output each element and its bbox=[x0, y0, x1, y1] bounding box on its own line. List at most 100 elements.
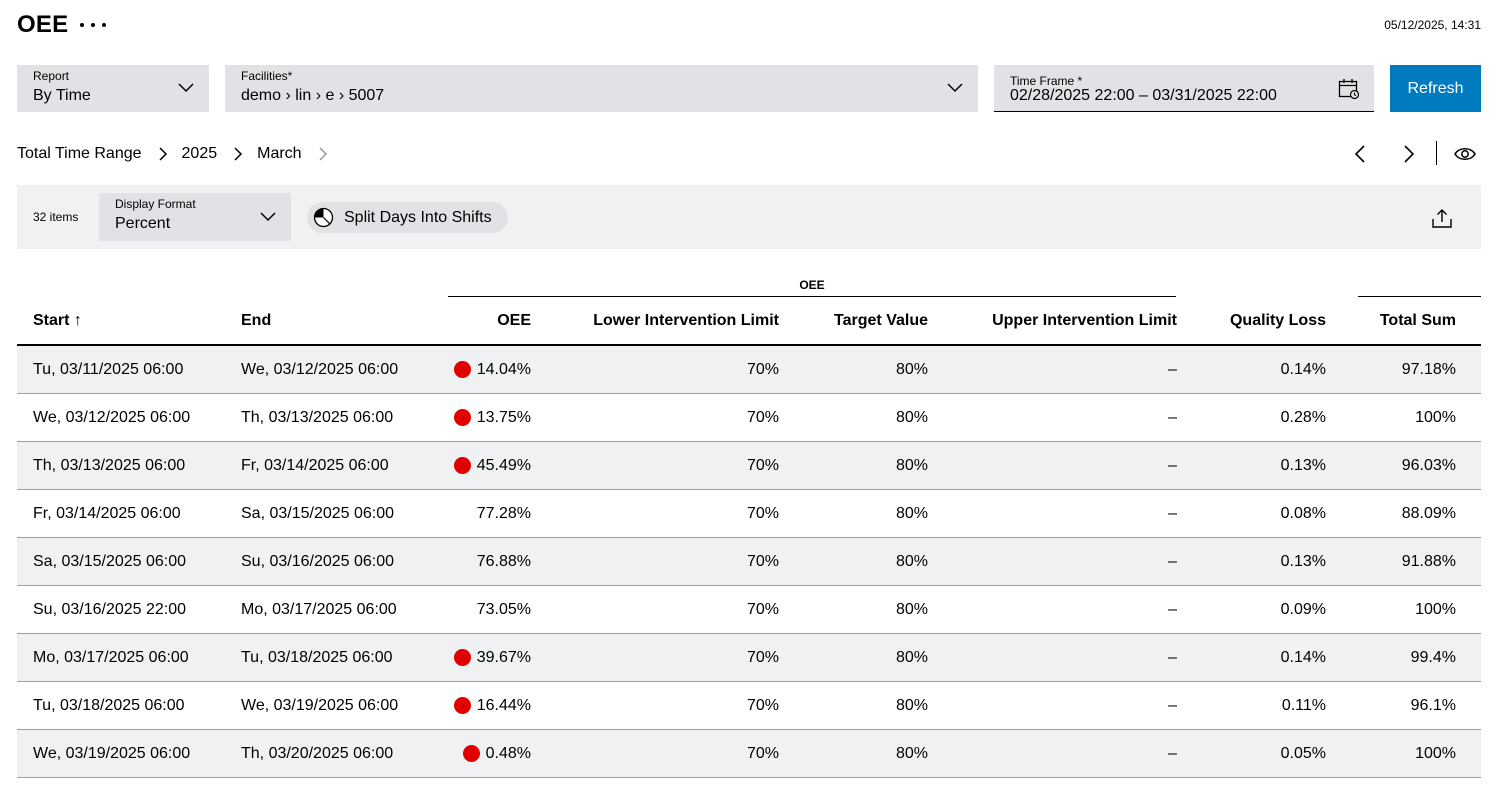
cell-quality-loss: 0.14% bbox=[1280, 649, 1326, 666]
report-label: Report bbox=[33, 69, 70, 83]
alert-indicator-icon bbox=[453, 409, 471, 426]
table-body: Tu, 03/11/2025 06:00 We, 03/12/2025 06:0… bbox=[17, 346, 1481, 778]
column-header-quality-loss[interactable]: Quality Loss bbox=[1229, 312, 1326, 329]
display-format-select[interactable]: Display Format Percent bbox=[99, 193, 291, 241]
cell-upper-limit: – bbox=[1168, 745, 1177, 762]
cell-end: Fr, 03/14/2025 06:00 bbox=[241, 457, 389, 474]
cell-start: Th, 03/13/2025 06:00 bbox=[33, 457, 186, 474]
breadcrumb-item-year[interactable]: 2025 bbox=[181, 145, 218, 162]
chevron-right-icon bbox=[319, 147, 327, 161]
cell-lower-limit: 70% bbox=[746, 457, 779, 474]
cell-quality-loss: 0.13% bbox=[1280, 457, 1326, 474]
chevron-down-icon bbox=[947, 83, 963, 93]
cell-target-value: 80% bbox=[895, 457, 928, 474]
cell-start: Tu, 03/18/2025 06:00 bbox=[33, 697, 185, 714]
facilities-select[interactable]: Facilities* demo › lin › e › 5007 bbox=[225, 65, 978, 112]
items-count: 32 items bbox=[33, 210, 79, 224]
column-header-end[interactable]: End bbox=[241, 312, 272, 329]
oee-group-header: OEE bbox=[799, 278, 825, 292]
cell-upper-limit: – bbox=[1168, 649, 1177, 666]
cell-start: Tu, 03/11/2025 06:00 bbox=[33, 361, 184, 378]
chevron-down-icon bbox=[260, 212, 276, 222]
column-header-target-value[interactable]: Target Value bbox=[834, 312, 928, 329]
report-select[interactable]: Report By Time bbox=[17, 65, 209, 112]
cell-end: Th, 03/13/2025 06:00 bbox=[241, 409, 394, 426]
pie-chart-icon bbox=[313, 207, 334, 228]
cell-quality-loss: 0.14% bbox=[1280, 361, 1326, 378]
cell-start: Fr, 03/14/2025 06:00 bbox=[33, 505, 181, 522]
cell-total-sum: 97.18% bbox=[1401, 361, 1456, 378]
cell-total-sum: 100% bbox=[1415, 745, 1456, 762]
time-frame-label: Time Frame * bbox=[1010, 74, 1083, 88]
table-row[interactable]: Su, 03/16/2025 22:00 Mo, 03/17/2025 06:0… bbox=[17, 586, 1481, 634]
chevron-right-icon bbox=[234, 147, 243, 161]
cell-end: Tu, 03/18/2025 06:00 bbox=[241, 649, 393, 666]
facilities-label: Facilities* bbox=[241, 69, 293, 83]
table-row[interactable]: We, 03/19/2025 06:00 Th, 03/20/2025 06:0… bbox=[17, 730, 1481, 778]
cell-oee: 13.75% bbox=[476, 409, 531, 426]
eye-icon[interactable] bbox=[1453, 144, 1477, 164]
split-days-into-shifts-toggle[interactable]: Split Days Into Shifts bbox=[307, 202, 508, 233]
cell-lower-limit: 70% bbox=[746, 697, 779, 714]
column-header-lower-limit[interactable]: Lower Intervention Limit bbox=[593, 312, 779, 329]
alert-indicator-icon bbox=[462, 745, 480, 762]
time-frame-field[interactable]: Time Frame * 02/28/2025 22:00 – 03/31/20… bbox=[994, 65, 1374, 112]
cell-lower-limit: 70% bbox=[746, 745, 779, 762]
cell-lower-limit: 70% bbox=[746, 361, 779, 378]
report-value: By Time bbox=[33, 87, 91, 104]
cell-total-sum: 99.4% bbox=[1410, 649, 1456, 666]
cell-upper-limit: – bbox=[1168, 457, 1177, 474]
cell-oee: 14.04% bbox=[476, 361, 531, 378]
alert-indicator-icon bbox=[453, 649, 471, 666]
cell-upper-limit: – bbox=[1168, 601, 1177, 618]
group-underline bbox=[448, 296, 1176, 297]
table-row[interactable]: Tu, 03/18/2025 06:00 We, 03/19/2025 06:0… bbox=[17, 682, 1481, 730]
cell-oee: 77.28% bbox=[476, 505, 531, 522]
calendar-icon[interactable] bbox=[1338, 78, 1360, 100]
upload-icon[interactable] bbox=[1431, 207, 1453, 229]
cell-target-value: 80% bbox=[895, 745, 928, 762]
cell-lower-limit: 70% bbox=[746, 409, 779, 426]
cell-target-value: 80% bbox=[895, 409, 928, 426]
cell-total-sum: 96.03% bbox=[1401, 457, 1456, 474]
cell-oee: 76.88% bbox=[476, 553, 531, 570]
cell-lower-limit: 70% bbox=[746, 649, 779, 666]
cell-oee: 45.49% bbox=[476, 457, 531, 474]
table-row[interactable]: Sa, 03/15/2025 06:00 Su, 03/16/2025 06:0… bbox=[17, 538, 1481, 586]
column-header-upper-limit[interactable]: Upper Intervention Limit bbox=[992, 312, 1177, 329]
cell-end: Th, 03/20/2025 06:00 bbox=[241, 745, 394, 762]
more-icon[interactable] bbox=[80, 14, 106, 36]
previous-period-button[interactable] bbox=[1350, 143, 1372, 165]
table-row[interactable]: Mo, 03/17/2025 06:00 Tu, 03/18/2025 06:0… bbox=[17, 634, 1481, 682]
cell-end: Su, 03/16/2025 06:00 bbox=[241, 553, 395, 570]
cell-upper-limit: – bbox=[1168, 505, 1177, 522]
column-header-oee[interactable]: OEE bbox=[497, 312, 531, 329]
chevron-right-icon bbox=[158, 147, 167, 161]
table-row[interactable]: Th, 03/13/2025 06:00 Fr, 03/14/2025 06:0… bbox=[17, 442, 1481, 490]
cell-end: Mo, 03/17/2025 06:00 bbox=[241, 601, 397, 618]
column-header-total-sum[interactable]: Total Sum bbox=[1379, 312, 1456, 329]
display-format-label: Display Format bbox=[115, 197, 196, 211]
group-underline bbox=[1358, 296, 1481, 297]
refresh-button[interactable]: Refresh bbox=[1390, 65, 1481, 112]
cell-upper-limit: – bbox=[1168, 409, 1177, 426]
cell-oee: 16.44% bbox=[476, 697, 531, 714]
cell-total-sum: 88.09% bbox=[1401, 505, 1456, 522]
nav-divider bbox=[1436, 141, 1437, 165]
cell-upper-limit: – bbox=[1168, 697, 1177, 714]
table-row[interactable]: Tu, 03/11/2025 06:00 We, 03/12/2025 06:0… bbox=[17, 346, 1481, 394]
breadcrumb-item-total[interactable]: Total Time Range bbox=[17, 145, 142, 162]
header-divider bbox=[17, 344, 1481, 346]
cell-oee: 0.48% bbox=[485, 745, 531, 762]
breadcrumb: Total Time Range 2025 March bbox=[17, 144, 342, 164]
next-period-button[interactable] bbox=[1397, 143, 1419, 165]
cell-start: Su, 03/16/2025 22:00 bbox=[33, 601, 187, 618]
breadcrumb-item-month[interactable]: March bbox=[257, 145, 302, 162]
column-header-start[interactable]: Start ↑ bbox=[33, 312, 82, 329]
table-toolbar: 32 items Display Format Percent Split Da… bbox=[17, 185, 1481, 249]
cell-quality-loss: 0.08% bbox=[1280, 505, 1326, 522]
table-row[interactable]: We, 03/12/2025 06:00 Th, 03/13/2025 06:0… bbox=[17, 394, 1481, 442]
cell-lower-limit: 70% bbox=[746, 505, 779, 522]
cell-quality-loss: 0.13% bbox=[1280, 553, 1326, 570]
table-row[interactable]: Fr, 03/14/2025 06:00 Sa, 03/15/2025 06:0… bbox=[17, 490, 1481, 538]
